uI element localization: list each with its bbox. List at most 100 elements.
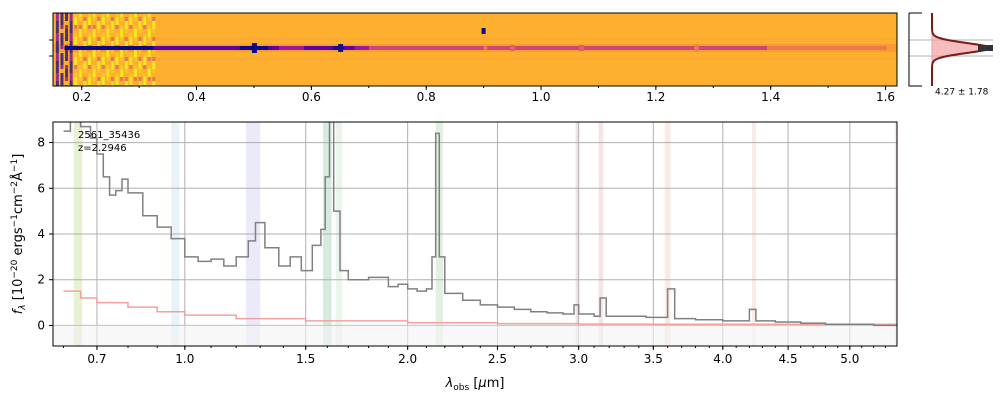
x-tick-label: 4.5 bbox=[779, 352, 798, 366]
noise-pixel bbox=[88, 21, 92, 25]
trace-segment bbox=[279, 46, 284, 50]
noise-pixel bbox=[129, 77, 133, 81]
x-tick-label-2d: 0.2 bbox=[72, 90, 91, 104]
trace-segment bbox=[311, 46, 320, 50]
spectrum-2d-frame bbox=[52, 12, 898, 87]
noise-pixel bbox=[138, 29, 142, 33]
noise-pixel bbox=[152, 17, 156, 21]
noise-pixel bbox=[60, 41, 64, 45]
profile-annotation: 4.27 ± 1.78 bbox=[935, 88, 989, 98]
noise-pixel bbox=[152, 57, 156, 61]
trace-segment bbox=[70, 46, 77, 50]
noise-pixel bbox=[74, 37, 78, 41]
noise-pixel bbox=[78, 17, 82, 21]
noise-pixel bbox=[83, 69, 87, 73]
noise-pixel bbox=[55, 17, 59, 21]
noise-pixel bbox=[129, 37, 133, 41]
trace-segment bbox=[555, 46, 565, 50]
noise-pixel bbox=[83, 29, 87, 33]
noise-pixel bbox=[133, 29, 137, 33]
noise-pixel bbox=[74, 17, 78, 21]
noise-pixel bbox=[138, 57, 142, 61]
trace-segment bbox=[563, 46, 574, 50]
trace-segment bbox=[624, 46, 640, 50]
noise-pixel bbox=[143, 17, 147, 21]
trace-segment bbox=[236, 46, 241, 50]
x-tick-label: 2.0 bbox=[398, 352, 417, 366]
noise-pixel bbox=[143, 33, 147, 37]
trace-segment bbox=[581, 46, 597, 50]
trace-segment bbox=[218, 46, 227, 50]
x-tick-label: 1.0 bbox=[175, 352, 194, 366]
noise-pixel bbox=[110, 37, 114, 41]
noise-pixel bbox=[55, 57, 59, 61]
noise-pixel bbox=[147, 17, 151, 21]
noise-pixel bbox=[92, 17, 96, 21]
trace-segment bbox=[104, 46, 112, 50]
noise-pixel bbox=[65, 65, 69, 69]
trace-segment bbox=[426, 46, 442, 50]
noise-pixel bbox=[74, 81, 78, 85]
noise-pixel bbox=[92, 53, 96, 57]
trace-segment bbox=[93, 46, 100, 50]
noise-pixel bbox=[143, 13, 147, 17]
trace-segment bbox=[397, 46, 413, 50]
noise-pixel bbox=[106, 25, 110, 29]
noise-pixel bbox=[152, 65, 156, 69]
emission-blob bbox=[251, 43, 257, 53]
noise-pixel bbox=[65, 73, 69, 77]
trace-segment bbox=[487, 46, 492, 50]
noise-pixel bbox=[147, 53, 151, 57]
noise-pixel bbox=[101, 21, 105, 25]
trace-segment bbox=[289, 46, 299, 50]
noise-pixel bbox=[115, 41, 119, 45]
noise-pixel bbox=[129, 81, 133, 85]
trace-segment bbox=[146, 46, 155, 50]
trace-segment bbox=[332, 46, 342, 50]
noise-pixel bbox=[92, 33, 96, 37]
noise-pixel bbox=[55, 81, 59, 85]
noise-pixel bbox=[78, 49, 82, 53]
noise-pixel bbox=[60, 65, 64, 69]
noise-pixel bbox=[138, 81, 142, 85]
y-tick-label: 0 bbox=[37, 318, 45, 332]
noise-pixel bbox=[65, 37, 69, 41]
noise-pixel bbox=[101, 61, 105, 65]
noise-pixel bbox=[83, 57, 87, 61]
trace-segment bbox=[81, 46, 89, 50]
noise-pixel bbox=[92, 49, 96, 53]
noise-pixel bbox=[78, 77, 82, 81]
noise-pixel bbox=[83, 61, 87, 65]
y-tick-label: 2 bbox=[37, 273, 45, 287]
x-tick-label-2d: 1.6 bbox=[876, 90, 895, 104]
trace-segment bbox=[440, 46, 456, 50]
noise-pixel bbox=[133, 33, 137, 37]
noise-pixel bbox=[143, 65, 147, 69]
spectrum-2d-band bbox=[53, 38, 897, 40]
trace-segment bbox=[160, 46, 169, 50]
trace-segment bbox=[546, 46, 557, 50]
noise-pixel bbox=[69, 69, 73, 73]
noise-pixel bbox=[74, 53, 78, 57]
noise-pixel bbox=[78, 33, 82, 37]
trace-segment bbox=[609, 46, 626, 50]
noise-pixel bbox=[110, 17, 114, 21]
noise-pixel bbox=[110, 49, 114, 53]
noise-pixel bbox=[55, 41, 59, 45]
trace-segment bbox=[861, 46, 887, 50]
spectrum-1d-panel: 0.7 1.0 1.5 2.0 2.5 3.0 3.5 4.0 4.5 5.0 0 2 4 6 8 2561… bbox=[10, 121, 898, 393]
x-tick-label-2d: 0.4 bbox=[187, 90, 206, 104]
noise-pixel bbox=[55, 13, 59, 17]
noise-pixel bbox=[78, 29, 82, 33]
noise-pixel bbox=[69, 81, 73, 85]
noise-pixel bbox=[133, 53, 137, 57]
noise-pixel bbox=[74, 65, 78, 69]
trace-segment bbox=[110, 46, 119, 50]
noise-pixel bbox=[138, 61, 142, 65]
noise-pixel bbox=[120, 69, 124, 73]
trace-segment bbox=[411, 46, 428, 50]
trace-segment bbox=[87, 46, 95, 50]
trace-segment bbox=[790, 46, 816, 50]
trace-segment bbox=[264, 46, 270, 50]
noise-pixel bbox=[97, 61, 101, 65]
